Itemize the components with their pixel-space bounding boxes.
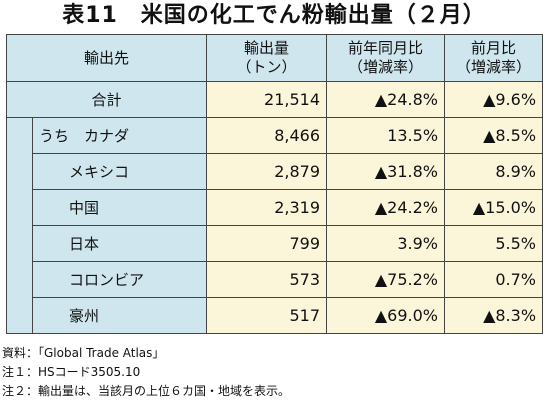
header-yoy: 前年同月比 （増減率） bbox=[326, 34, 446, 82]
footnotes: 資料：「Global Trade Atlas」 注１：HSコード3505.10 … bbox=[2, 344, 290, 401]
indent-cell bbox=[6, 117, 33, 334]
total-label: 合計 bbox=[5, 81, 208, 118]
row-yoy: ▲75.2% bbox=[326, 261, 446, 298]
header-volume-line2: （トン） bbox=[236, 58, 297, 76]
table-row: うち カナダ 8,466 13.5% ▲8.5% bbox=[6, 117, 544, 334]
total-volume: 21,514 bbox=[206, 81, 328, 118]
table-title: 表11 米国の化工でん粉輸出量（２月） bbox=[62, 3, 486, 28]
row-volume: 2,319 bbox=[206, 189, 328, 226]
row-label: 日本 bbox=[31, 225, 208, 262]
row-mom: 5.5% bbox=[444, 225, 544, 262]
note-source: 資料：「Global Trade Atlas」 bbox=[2, 346, 165, 360]
row-label-text: カナダ bbox=[84, 127, 130, 145]
header-row: 輸出先 輸出量 （トン） 前年同月比 （増減率） 前月比 （増減率） bbox=[5, 34, 544, 82]
header-volume-line1: 輸出量 bbox=[244, 39, 290, 57]
total-yoy: ▲24.8% bbox=[326, 81, 446, 118]
header-yoy-line1: 前年同月比 bbox=[348, 39, 424, 57]
row-yoy: ▲24.2% bbox=[326, 189, 446, 226]
row-mom: 0.7% bbox=[444, 261, 544, 298]
table-row: メキシコ 2,879 ▲31.8% 8.9% bbox=[7, 153, 544, 190]
table-row: 豪州 517 ▲69.0% ▲8.3% bbox=[7, 297, 544, 334]
export-table: 輸出先 輸出量 （トン） 前年同月比 （増減率） 前月比 （増減率） 合計 21… bbox=[5, 34, 544, 334]
row-mom: ▲15.0% bbox=[444, 189, 544, 226]
row-yoy: ▲69.0% bbox=[326, 297, 446, 334]
header-mom-line2: （増減率） bbox=[456, 58, 532, 76]
total-mom: ▲9.6% bbox=[444, 81, 544, 118]
row-mom: ▲8.5% bbox=[444, 117, 544, 154]
row-label: うち カナダ bbox=[31, 117, 208, 154]
row-volume: 799 bbox=[206, 225, 328, 262]
row-label: メキシコ bbox=[31, 153, 208, 190]
row-yoy: ▲31.8% bbox=[326, 153, 446, 190]
row-volume: 573 bbox=[206, 261, 328, 298]
row-volume: 2,879 bbox=[206, 153, 328, 190]
row-volume: 517 bbox=[206, 297, 328, 334]
header-destination: 輸出先 bbox=[5, 34, 208, 82]
table-row: 日本 799 3.9% 5.5% bbox=[7, 225, 544, 262]
note-explanation: 注２：輸出量は、当該月の上位６カ国・地域を表示。 bbox=[2, 384, 291, 398]
row-yoy: 13.5% bbox=[326, 117, 446, 154]
note-hs-code: 注１：HSコード3505.10 bbox=[2, 365, 141, 379]
table-row-total: 合計 21,514 ▲24.8% ▲9.6% bbox=[5, 81, 544, 118]
sub-prefix: うち bbox=[39, 127, 70, 145]
row-mom: 8.9% bbox=[444, 153, 544, 190]
table-row: 中国 2,319 ▲24.2% ▲15.0% bbox=[7, 189, 544, 226]
header-volume: 輸出量 （トン） bbox=[206, 34, 328, 82]
row-yoy: 3.9% bbox=[326, 225, 446, 262]
header-mom: 前月比 （増減率） bbox=[444, 34, 544, 82]
row-label: コロンビア bbox=[31, 261, 208, 298]
header-mom-line1: 前月比 bbox=[471, 39, 517, 57]
row-mom: ▲8.3% bbox=[444, 297, 544, 334]
row-label: 中国 bbox=[31, 189, 208, 226]
row-volume: 8,466 bbox=[206, 117, 328, 154]
header-yoy-line2: （増減率） bbox=[348, 58, 424, 76]
row-label: 豪州 bbox=[31, 297, 208, 334]
table-row: コロンビア 573 ▲75.2% 0.7% bbox=[7, 261, 544, 298]
